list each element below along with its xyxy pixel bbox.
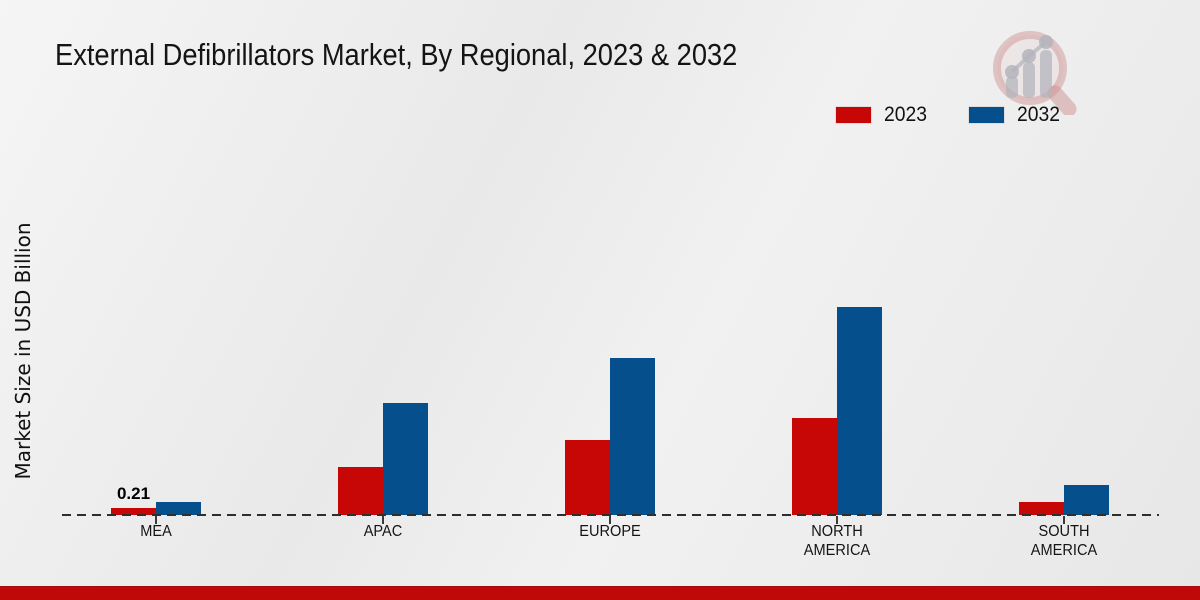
x-axis-category-label: APAC [363, 523, 403, 540]
legend-item-2032: 2032 [968, 103, 1064, 127]
bar-2032-apac [383, 403, 428, 515]
brand-logo [985, 27, 1077, 120]
x-axis-tick [382, 516, 384, 524]
legend: 2023 2032 [836, 103, 1063, 127]
legend-label: 2023 [884, 103, 927, 126]
bar-2023-south-america [1019, 502, 1064, 515]
x-axis-tick [836, 516, 838, 524]
bar-2032-north-america [837, 307, 882, 515]
footer-accent-bar [0, 586, 1200, 600]
legend-swatch-2032 [968, 107, 1004, 123]
x-axis-category-label: EUROPE [579, 523, 641, 540]
magnifier-growth-chart-icon [993, 31, 1077, 117]
bar-2023-apac [338, 467, 383, 515]
bar-2023-north-america [792, 418, 837, 515]
bar-2032-mea [156, 502, 201, 515]
x-axis-tick [155, 516, 157, 524]
chart-title: External Defibrillators Market, By Regio… [55, 37, 738, 72]
bar-value-label: 0.21 [116, 484, 151, 503]
x-axis-baseline [62, 514, 1159, 516]
x-axis-tick [1063, 516, 1065, 524]
x-axis-category-label: NORTH AMERICA [803, 523, 871, 559]
bar-2032-south-america [1064, 485, 1109, 515]
bar-2023-europe [565, 440, 610, 515]
bar-2032-europe [610, 358, 655, 515]
x-axis-tick [609, 516, 611, 524]
legend-item-2023: 2023 [836, 103, 931, 127]
legend-label: 2032 [1016, 103, 1060, 126]
y-axis-label: Market Size in USD Billion [11, 222, 35, 480]
legend-swatch-2023 [836, 107, 871, 123]
x-axis-category-label: MEA [140, 523, 172, 540]
x-axis-category-label: SOUTH AMERICA [1030, 523, 1098, 559]
bar-2023-mea [111, 508, 156, 515]
